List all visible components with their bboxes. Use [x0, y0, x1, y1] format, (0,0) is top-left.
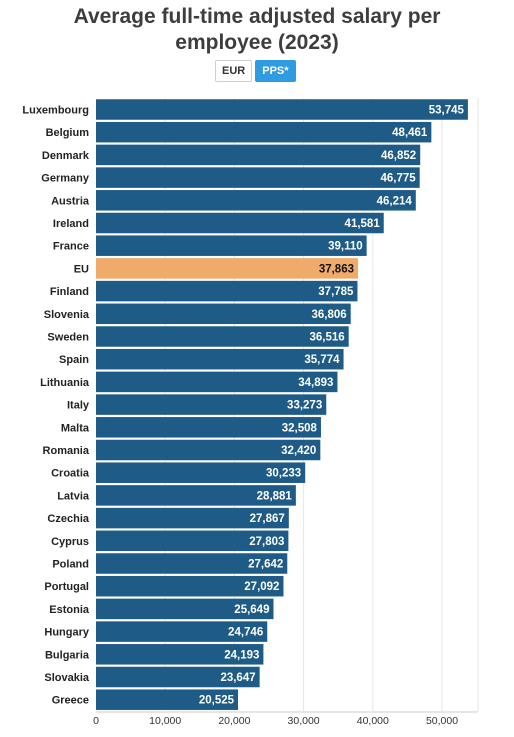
x-tick-label: 40,000	[357, 715, 389, 727]
category-label: Croatia	[51, 468, 90, 480]
bar	[96, 144, 421, 166]
category-label: Latvia	[57, 490, 90, 502]
bar	[96, 348, 344, 370]
bar	[96, 258, 359, 279]
bar	[96, 394, 327, 415]
bar	[96, 485, 296, 506]
data-label: 33,273	[287, 400, 322, 412]
bar	[96, 280, 358, 302]
bar	[96, 553, 288, 574]
category-label: Austria	[51, 195, 90, 207]
data-label: 36,806	[312, 309, 347, 321]
bar	[96, 598, 274, 620]
bar	[96, 303, 351, 325]
data-label: 20,525	[199, 695, 235, 707]
data-label: 37,863	[319, 263, 354, 275]
bar	[96, 417, 321, 438]
data-label: 30,233	[266, 468, 301, 480]
category-label: Slovakia	[44, 672, 90, 684]
bar	[96, 190, 416, 211]
category-label: France	[53, 241, 89, 253]
category-label: Romania	[43, 445, 90, 457]
data-label: 27,642	[248, 559, 283, 571]
chart-title: Average full-time adjusted salary per em…	[0, 4, 514, 56]
bar	[96, 462, 306, 483]
x-tick-label: 0	[93, 715, 99, 727]
data-label: 25,649	[234, 604, 269, 616]
data-label: 23,647	[220, 672, 255, 684]
category-label: Greece	[52, 695, 89, 707]
data-label: 36,516	[310, 332, 345, 344]
eur-toggle-button[interactable]: EUR	[215, 60, 253, 82]
category-label: EU	[74, 263, 89, 275]
data-label: 27,092	[244, 581, 279, 593]
category-label: Bulgaria	[45, 649, 90, 661]
category-label: Portugal	[44, 581, 89, 593]
category-label: Spain	[59, 354, 89, 366]
category-label: Malta	[61, 422, 90, 434]
category-label: Germany	[41, 173, 90, 185]
bar	[96, 235, 367, 256]
category-label: Sweden	[47, 332, 89, 344]
data-label: 46,775	[380, 173, 416, 185]
data-label: 28,881	[257, 490, 293, 502]
category-label: Estonia	[49, 604, 90, 616]
data-label: 32,508	[282, 422, 318, 434]
bar	[96, 99, 468, 120]
x-tick-label: 10,000	[149, 715, 181, 727]
data-label: 41,581	[345, 218, 381, 230]
category-label: Denmark	[42, 150, 90, 162]
bar	[96, 644, 264, 665]
bar	[96, 121, 432, 143]
data-label: 34,893	[298, 377, 333, 389]
bar	[96, 326, 349, 347]
category-label: Belgium	[46, 127, 90, 139]
pps-toggle-button[interactable]: PPS*	[255, 60, 296, 82]
data-label: 37,785	[318, 286, 354, 298]
chart-title-line1: Average full-time adjusted salary per	[73, 5, 441, 28]
data-label: 46,852	[381, 150, 416, 162]
data-label: 39,110	[328, 241, 363, 253]
category-label: Hungary	[44, 627, 90, 639]
category-label: Poland	[52, 559, 89, 571]
category-label: Cyprus	[51, 536, 89, 548]
data-label: 24,746	[228, 627, 263, 639]
data-label: 53,745	[429, 105, 465, 117]
data-label: 32,420	[281, 445, 316, 457]
data-label: 48,461	[392, 127, 428, 139]
category-label: Slovenia	[44, 309, 90, 321]
bar	[96, 666, 260, 688]
bar	[96, 439, 321, 461]
chart-title-line2: employee (2023)	[175, 31, 339, 54]
data-label: 46,214	[377, 195, 413, 207]
category-label: Italy	[67, 400, 90, 412]
data-label: 35,774	[304, 354, 340, 366]
category-label: Finland	[50, 286, 89, 298]
bar	[96, 689, 239, 710]
bar	[96, 507, 289, 529]
x-tick-label: 30,000	[288, 715, 320, 727]
bar	[96, 575, 284, 597]
currency-toggle-group: EUR PPS*	[215, 60, 296, 82]
data-label: 24,193	[224, 649, 259, 661]
category-label: Czechia	[47, 513, 89, 525]
data-label: 27,867	[250, 513, 285, 525]
bar	[96, 621, 268, 642]
x-tick-label: 20,000	[218, 715, 250, 727]
category-label: Ireland	[53, 218, 89, 230]
bar	[96, 371, 338, 393]
bar	[96, 212, 384, 234]
x-tick-label: 50,000	[426, 715, 458, 727]
bar	[96, 167, 420, 188]
category-label: Luxembourg	[22, 105, 89, 117]
category-label: Lithuania	[40, 377, 90, 389]
bar	[96, 530, 289, 552]
data-label: 27,803	[249, 536, 284, 548]
